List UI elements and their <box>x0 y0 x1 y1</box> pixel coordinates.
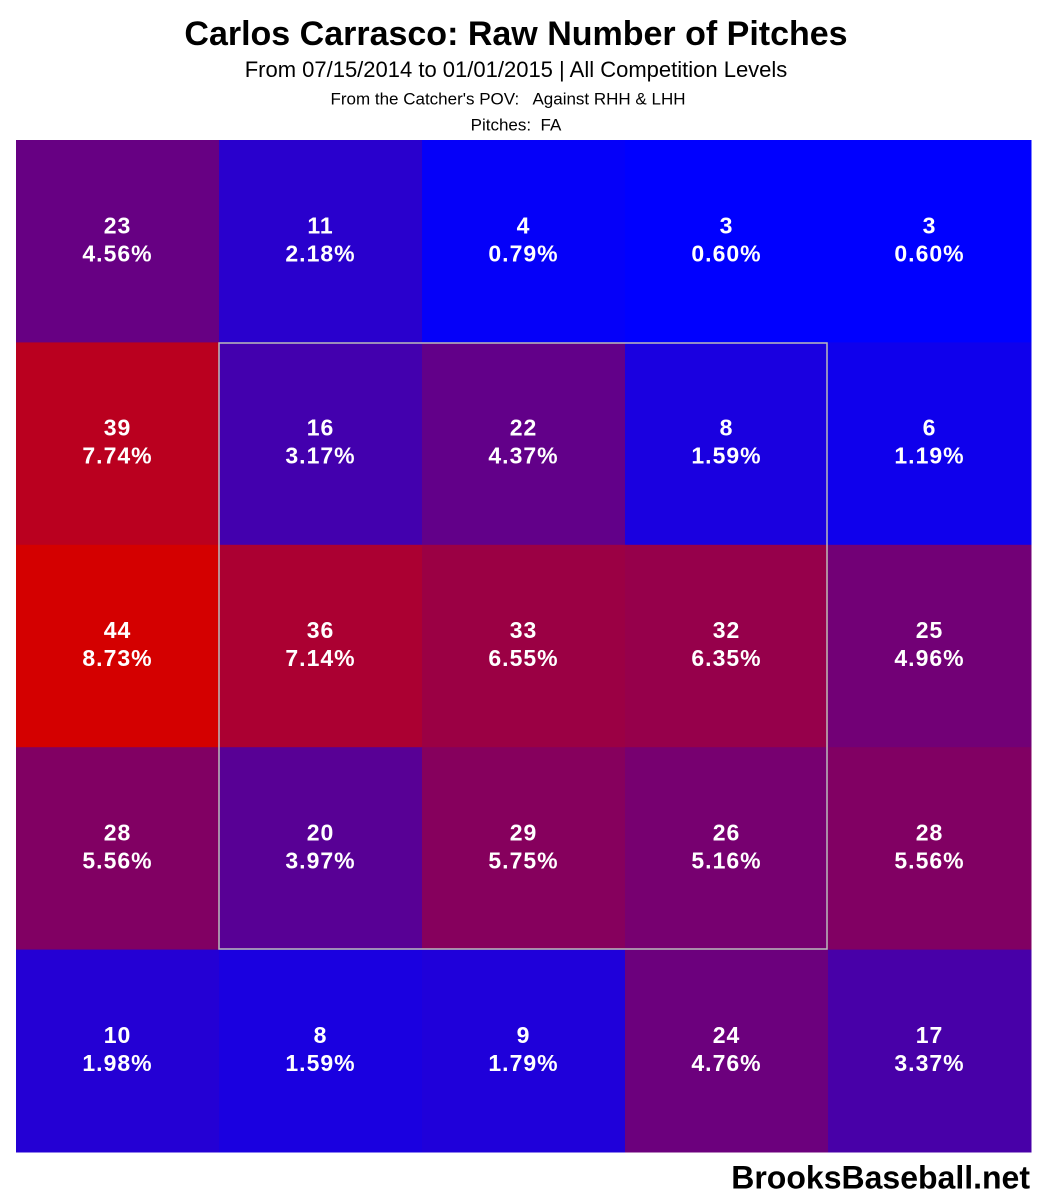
count-label: 29 <box>510 819 538 845</box>
heat-cell <box>219 747 423 951</box>
count-label: 44 <box>104 617 132 643</box>
count-label: 11 <box>307 212 333 238</box>
count-label: 24 <box>713 1022 741 1048</box>
count-label: 3 <box>720 212 734 238</box>
count-label: 32 <box>713 617 741 643</box>
count-label: 25 <box>916 617 944 643</box>
heat-cell <box>625 747 829 951</box>
percent-label: 6.35% <box>691 645 761 671</box>
heat-cell <box>219 140 423 343</box>
count-label: 26 <box>713 819 741 845</box>
percent-label: 6.55% <box>488 645 558 671</box>
count-label: 6 <box>923 415 937 441</box>
percent-label: 1.59% <box>691 443 761 469</box>
note: Pitches: FA <box>471 115 562 134</box>
count-label: 10 <box>104 1022 132 1048</box>
count-label: 23 <box>104 212 132 238</box>
percent-label: 1.59% <box>285 1050 355 1076</box>
count-label: 3 <box>923 212 937 238</box>
percent-label: 4.37% <box>488 443 558 469</box>
percent-label: 0.60% <box>894 240 964 266</box>
percent-label: 3.37% <box>894 1050 964 1076</box>
heat-cell <box>16 342 220 546</box>
source: BrooksBaseball.net <box>731 1159 1030 1195</box>
heatmap-grid: 234.56%112.18%40.79%30.60%30.60%397.74%1… <box>16 140 1032 1153</box>
heat-cell <box>625 140 829 343</box>
heat-cell <box>625 544 829 748</box>
percent-label: 5.56% <box>82 847 152 873</box>
count-label: 33 <box>510 617 538 643</box>
percent-label: 2.18% <box>285 240 355 266</box>
heat-cell <box>422 140 626 343</box>
heat-cell <box>219 544 423 748</box>
heat-cell <box>422 342 626 546</box>
heat-cell <box>219 949 423 1153</box>
percent-label: 4.56% <box>82 240 152 266</box>
count-label: 20 <box>307 819 335 845</box>
percent-label: 5.16% <box>691 847 761 873</box>
percent-label: 0.60% <box>691 240 761 266</box>
count-label: 8 <box>720 415 734 441</box>
percent-label: 5.56% <box>894 847 964 873</box>
percent-label: 4.96% <box>894 645 964 671</box>
count-label: 39 <box>104 415 132 441</box>
percent-label: 1.98% <box>82 1050 152 1076</box>
count-label: 28 <box>916 819 944 845</box>
chart-title: Carlos Carrasco: Raw Number of Pitches <box>184 15 847 53</box>
percent-label: 3.97% <box>285 847 355 873</box>
heat-cell <box>422 544 626 748</box>
percent-label: 4.76% <box>691 1050 761 1076</box>
count-label: 8 <box>314 1022 328 1048</box>
heat-cell <box>219 342 423 546</box>
percent-label: 3.17% <box>285 443 355 469</box>
count-label: 16 <box>307 415 335 441</box>
count-label: 28 <box>104 819 132 845</box>
percent-label: 0.79% <box>488 240 558 266</box>
percent-label: 1.79% <box>488 1050 558 1076</box>
heat-cell <box>16 140 220 343</box>
heat-cell <box>828 140 1032 343</box>
heat-cell <box>422 949 626 1153</box>
percent-label: 1.19% <box>894 443 964 469</box>
chart-subtitle: From 07/15/2014 to 01/01/2015 | All Comp… <box>245 57 788 82</box>
percent-label: 5.75% <box>488 847 558 873</box>
count-label: 9 <box>517 1022 531 1048</box>
heat-cell <box>625 342 829 546</box>
heat-cell <box>828 747 1032 951</box>
heat-cell <box>828 949 1032 1153</box>
count-label: 36 <box>307 617 335 643</box>
count-label: 17 <box>916 1022 944 1048</box>
count-label: 4 <box>517 212 531 238</box>
heat-cell <box>422 747 626 951</box>
heat-cell <box>625 949 829 1153</box>
note: From the Catcher's POV: Against RHH & LH… <box>330 89 685 108</box>
heat-cell <box>16 747 220 951</box>
percent-label: 8.73% <box>82 645 152 671</box>
count-label: 22 <box>510 415 538 441</box>
percent-label: 7.14% <box>285 645 355 671</box>
heat-cell <box>16 544 220 748</box>
percent-label: 7.74% <box>82 443 152 469</box>
heat-cell <box>16 949 220 1153</box>
heat-cell <box>828 342 1032 546</box>
strike-zone <box>218 342 828 950</box>
heat-cell <box>828 544 1032 748</box>
